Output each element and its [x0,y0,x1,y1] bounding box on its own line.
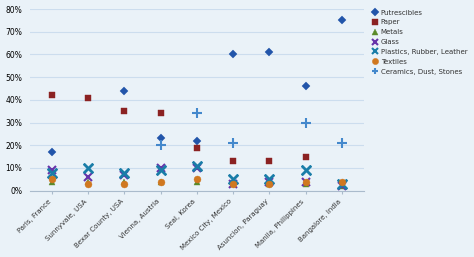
Paper [85,96,91,99]
Ceramics, Dust, Stones [158,144,164,147]
Putrescibles [230,53,236,56]
Textiles [339,180,345,183]
Paper [121,110,127,113]
Plastics, Rubber, Leather [194,164,200,167]
Metals [266,182,272,185]
Putrescibles [339,19,345,22]
Paper [158,112,164,115]
Paper [49,94,55,97]
Line: Plastics, Rubber, Leather: Plastics, Rubber, Leather [47,161,346,189]
Glass [85,176,91,179]
Ceramics, Dust, Stones [339,141,345,144]
Ceramics, Dust, Stones [303,121,309,124]
Glass [230,182,236,185]
Putrescibles [266,51,272,54]
Metals [194,180,200,183]
Textiles [158,180,164,183]
Metals [230,182,236,185]
Metals [303,182,309,185]
Ceramics, Dust, Stones [194,112,200,115]
Plastics, Rubber, Leather [303,169,309,172]
Putrescibles [194,139,200,142]
Textiles [303,180,309,183]
Line: Putrescibles: Putrescibles [49,18,345,155]
Legend: Putrescibles, Paper, Metals, Glass, Plastics, Rubber, Leather, Textiles, Ceramic: Putrescibles, Paper, Metals, Glass, Plas… [370,9,468,75]
Glass [49,169,55,172]
Glass [121,173,127,176]
Metals [121,180,127,183]
Plastics, Rubber, Leather [49,171,55,174]
Line: Metals: Metals [48,178,345,190]
Textiles [85,182,91,185]
Metals [339,185,345,188]
Metals [49,180,55,183]
Plastics, Rubber, Leather [339,182,345,185]
Putrescibles [303,85,309,88]
Textiles [121,182,127,185]
Textiles [230,182,236,185]
Paper [194,146,200,149]
Glass [303,180,309,183]
Plastics, Rubber, Leather [266,178,272,181]
Line: Glass: Glass [48,164,346,190]
Ceramics, Dust, Stones [230,141,236,144]
Glass [339,185,345,188]
Line: Ceramics, Dust, Stones: Ceramics, Dust, Stones [155,109,346,150]
Paper [303,155,309,158]
Textiles [49,178,55,181]
Paper [266,160,272,163]
Putrescibles [49,151,55,154]
Putrescibles [121,89,127,92]
Metals [85,180,91,183]
Line: Textiles: Textiles [48,176,345,187]
Plastics, Rubber, Leather [85,167,91,170]
Paper [230,160,236,163]
Glass [158,167,164,170]
Metals [158,180,164,183]
Textiles [266,182,272,185]
Plastics, Rubber, Leather [158,169,164,172]
Glass [194,167,200,170]
Textiles [194,178,200,181]
Line: Paper: Paper [48,92,309,165]
Plastics, Rubber, Leather [121,171,127,174]
Glass [266,180,272,183]
Plastics, Rubber, Leather [230,178,236,181]
Putrescibles [158,137,164,140]
